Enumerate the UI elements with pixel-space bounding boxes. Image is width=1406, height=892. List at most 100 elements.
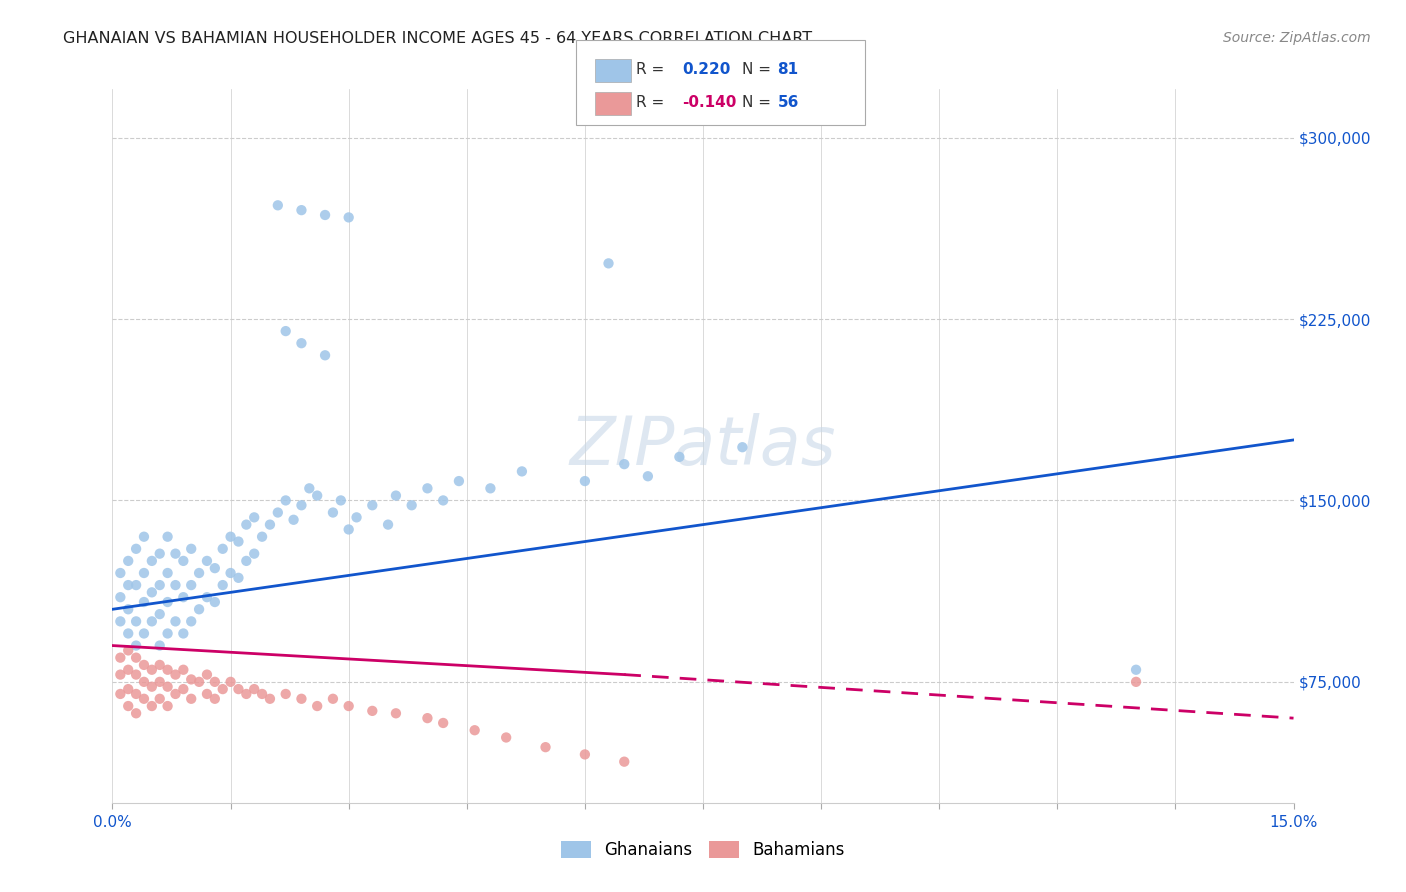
Point xyxy=(322,506,344,520)
Point xyxy=(267,198,290,212)
Point xyxy=(110,650,132,665)
Point xyxy=(243,547,266,561)
Text: R =: R = xyxy=(636,95,669,110)
Point xyxy=(149,691,172,706)
Point xyxy=(117,682,139,697)
Point xyxy=(337,523,360,537)
Point xyxy=(290,336,312,351)
Point xyxy=(149,578,172,592)
Point xyxy=(211,682,233,697)
Point xyxy=(195,590,218,604)
Text: 0.220: 0.220 xyxy=(682,62,730,77)
Point xyxy=(195,554,218,568)
Point xyxy=(165,687,187,701)
Point xyxy=(110,615,132,629)
Point xyxy=(204,691,226,706)
Point xyxy=(132,674,155,689)
Point xyxy=(432,493,454,508)
Text: N =: N = xyxy=(742,95,776,110)
Point xyxy=(141,615,163,629)
Point xyxy=(314,208,336,222)
Point xyxy=(141,680,163,694)
Point xyxy=(447,474,470,488)
Text: R =: R = xyxy=(636,62,669,77)
Point xyxy=(377,517,399,532)
Point xyxy=(188,566,211,580)
Point xyxy=(172,626,194,640)
Point xyxy=(125,687,148,701)
Point xyxy=(290,203,312,218)
Point xyxy=(188,602,211,616)
Point xyxy=(314,348,336,362)
Text: 81: 81 xyxy=(778,62,799,77)
Point xyxy=(228,534,250,549)
Point xyxy=(117,602,139,616)
Point xyxy=(1125,674,1147,689)
Point xyxy=(495,731,517,745)
Text: ZIPatlas: ZIPatlas xyxy=(569,413,837,479)
Point xyxy=(235,687,257,701)
Point xyxy=(385,706,408,721)
Point xyxy=(149,547,172,561)
Point xyxy=(361,498,384,512)
Point xyxy=(180,673,202,687)
Point xyxy=(235,517,257,532)
Point xyxy=(141,554,163,568)
Point xyxy=(235,554,257,568)
Legend: Ghanaians, Bahamians: Ghanaians, Bahamians xyxy=(554,834,852,866)
Point xyxy=(149,657,172,672)
Point xyxy=(228,571,250,585)
Point xyxy=(132,566,155,580)
Point xyxy=(141,585,163,599)
Point xyxy=(250,687,273,701)
Point xyxy=(117,626,139,640)
Point xyxy=(243,682,266,697)
Point xyxy=(117,643,139,657)
Point xyxy=(110,566,132,580)
Point xyxy=(125,541,148,556)
Point xyxy=(298,481,321,495)
Point xyxy=(637,469,659,483)
Point xyxy=(172,663,194,677)
Point xyxy=(204,674,226,689)
Point xyxy=(211,578,233,592)
Point xyxy=(125,578,148,592)
Point xyxy=(195,687,218,701)
Point xyxy=(110,667,132,681)
Text: N =: N = xyxy=(742,62,776,77)
Point xyxy=(165,547,187,561)
Point xyxy=(195,667,218,681)
Point xyxy=(219,674,242,689)
Point xyxy=(172,682,194,697)
Point xyxy=(180,615,202,629)
Point xyxy=(117,554,139,568)
Point xyxy=(361,704,384,718)
Text: Source: ZipAtlas.com: Source: ZipAtlas.com xyxy=(1223,31,1371,45)
Point xyxy=(267,506,290,520)
Point xyxy=(337,211,360,225)
Point xyxy=(125,667,148,681)
Point xyxy=(172,554,194,568)
Point xyxy=(204,561,226,575)
Point xyxy=(613,457,636,471)
Point xyxy=(132,530,155,544)
Point xyxy=(117,578,139,592)
Point xyxy=(156,566,179,580)
Point xyxy=(322,691,344,706)
Point xyxy=(117,699,139,714)
Point xyxy=(180,578,202,592)
Point xyxy=(149,674,172,689)
Point xyxy=(156,530,179,544)
Point xyxy=(307,699,329,714)
Point xyxy=(211,541,233,556)
Point xyxy=(510,464,533,478)
Point xyxy=(149,639,172,653)
Point xyxy=(110,687,132,701)
Point xyxy=(165,578,187,592)
Point xyxy=(274,493,297,508)
Point xyxy=(274,687,297,701)
Point xyxy=(534,740,557,755)
Point xyxy=(141,663,163,677)
Point xyxy=(204,595,226,609)
Text: 56: 56 xyxy=(778,95,799,110)
